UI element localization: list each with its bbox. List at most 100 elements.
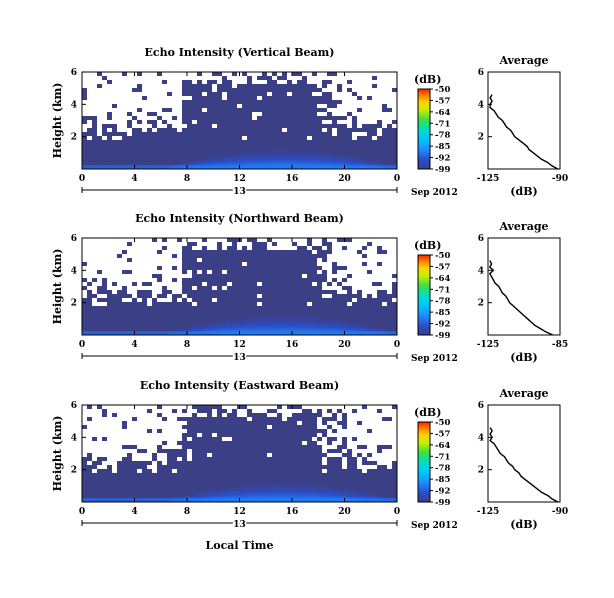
- average-x-label: -125: [477, 507, 500, 517]
- no-data-cell: [92, 409, 97, 413]
- no-data-cell: [142, 88, 147, 92]
- no-data-cell: [152, 294, 157, 298]
- no-data-cell: [97, 258, 102, 262]
- echo-cell: [352, 487, 358, 502]
- no-data-cell: [317, 441, 322, 445]
- no-data-cell: [242, 413, 247, 417]
- no-data-cell: [327, 254, 332, 258]
- no-data-cell: [232, 76, 237, 80]
- no-data-cell: [117, 453, 122, 457]
- no-data-cell: [267, 92, 272, 96]
- no-data-cell: [322, 461, 327, 465]
- echo-cell: [357, 155, 363, 169]
- no-data-cell: [82, 254, 87, 258]
- no-data-cell: [157, 246, 162, 250]
- colorbar-tick-label: -50: [435, 418, 450, 428]
- no-data-cell: [152, 104, 157, 108]
- no-data-cell: [347, 242, 352, 246]
- no-data-cell: [132, 286, 137, 290]
- no-data-cell: [107, 421, 112, 425]
- no-data-cell: [352, 421, 357, 425]
- no-data-cell: [342, 270, 347, 274]
- no-data-cell: [152, 80, 157, 84]
- no-data-cell: [132, 409, 137, 413]
- no-data-cell: [137, 429, 142, 433]
- no-data-cell: [127, 405, 132, 409]
- echo-cell: [217, 152, 223, 169]
- no-data-cell: [277, 242, 282, 246]
- no-data-cell: [147, 421, 152, 425]
- echo-cell: [262, 312, 268, 335]
- no-data-cell: [257, 302, 262, 306]
- no-data-cell: [147, 417, 152, 421]
- no-data-cell: [247, 417, 252, 421]
- no-data-cell: [352, 238, 357, 242]
- no-data-cell: [387, 405, 392, 409]
- no-data-cell: [147, 449, 152, 453]
- no-data-cell: [157, 282, 162, 286]
- echo-cell: [267, 311, 273, 335]
- no-data-cell: [282, 242, 287, 246]
- no-data-cell: [327, 445, 332, 449]
- colorbar-unit: (dB): [414, 239, 441, 252]
- no-data-cell: [97, 132, 102, 136]
- no-data-cell: [352, 282, 357, 286]
- no-data-cell: [112, 469, 117, 473]
- x-tick-label: 8: [184, 507, 190, 517]
- no-data-cell: [242, 136, 247, 140]
- no-data-cell: [367, 274, 372, 278]
- panel-title: Echo Intensity (Vertical Beam): [144, 46, 334, 59]
- no-data-cell: [172, 274, 177, 278]
- no-data-cell: [317, 104, 322, 108]
- no-data-cell: [132, 294, 137, 298]
- no-data-cell: [317, 425, 322, 429]
- no-data-cell: [317, 262, 322, 266]
- no-data-cell: [362, 469, 367, 473]
- no-data-cell: [97, 92, 102, 96]
- no-data-cell: [267, 72, 272, 76]
- no-data-cell: [152, 433, 157, 437]
- no-data-cell: [87, 76, 92, 80]
- no-data-cell: [342, 80, 347, 84]
- no-data-cell: [332, 108, 337, 112]
- no-data-cell: [377, 92, 382, 96]
- no-data-cell: [367, 262, 372, 266]
- no-data-cell: [117, 405, 122, 409]
- no-data-cell: [212, 242, 217, 246]
- no-data-cell: [187, 72, 192, 76]
- no-data-cell: [257, 405, 262, 409]
- no-data-cell: [172, 429, 177, 433]
- no-data-cell: [377, 413, 382, 417]
- no-data-cell: [362, 270, 367, 274]
- no-data-cell: [112, 262, 117, 266]
- no-data-cell: [107, 405, 112, 409]
- echo-cell: [327, 149, 333, 169]
- no-data-cell: [127, 246, 132, 250]
- no-data-cell: [347, 116, 352, 120]
- no-data-cell: [287, 246, 292, 250]
- no-data-cell: [162, 76, 167, 80]
- no-data-cell: [112, 417, 117, 421]
- no-data-cell: [317, 238, 322, 242]
- no-data-cell: [387, 441, 392, 445]
- no-data-cell: [177, 425, 182, 429]
- no-data-cell: [117, 100, 122, 104]
- no-data-cell: [362, 437, 367, 441]
- no-data-cell: [372, 104, 377, 108]
- echo-cell: [222, 151, 228, 169]
- no-data-cell: [87, 108, 92, 112]
- no-data-cell: [162, 457, 167, 461]
- no-data-cell: [102, 246, 107, 250]
- x-axis: 0 4 8 12 16 20 0: [79, 238, 400, 350]
- no-data-cell: [367, 266, 372, 270]
- no-data-cell: [237, 409, 242, 413]
- no-data-cell: [202, 76, 207, 80]
- no-data-cell: [357, 461, 362, 465]
- no-data-cell: [122, 449, 127, 453]
- no-data-cell: [247, 242, 252, 246]
- echo-cell: [217, 318, 223, 335]
- no-data-cell: [287, 76, 292, 80]
- no-data-cell: [132, 124, 137, 128]
- no-data-cell: [107, 266, 112, 270]
- no-data-cell: [272, 405, 277, 409]
